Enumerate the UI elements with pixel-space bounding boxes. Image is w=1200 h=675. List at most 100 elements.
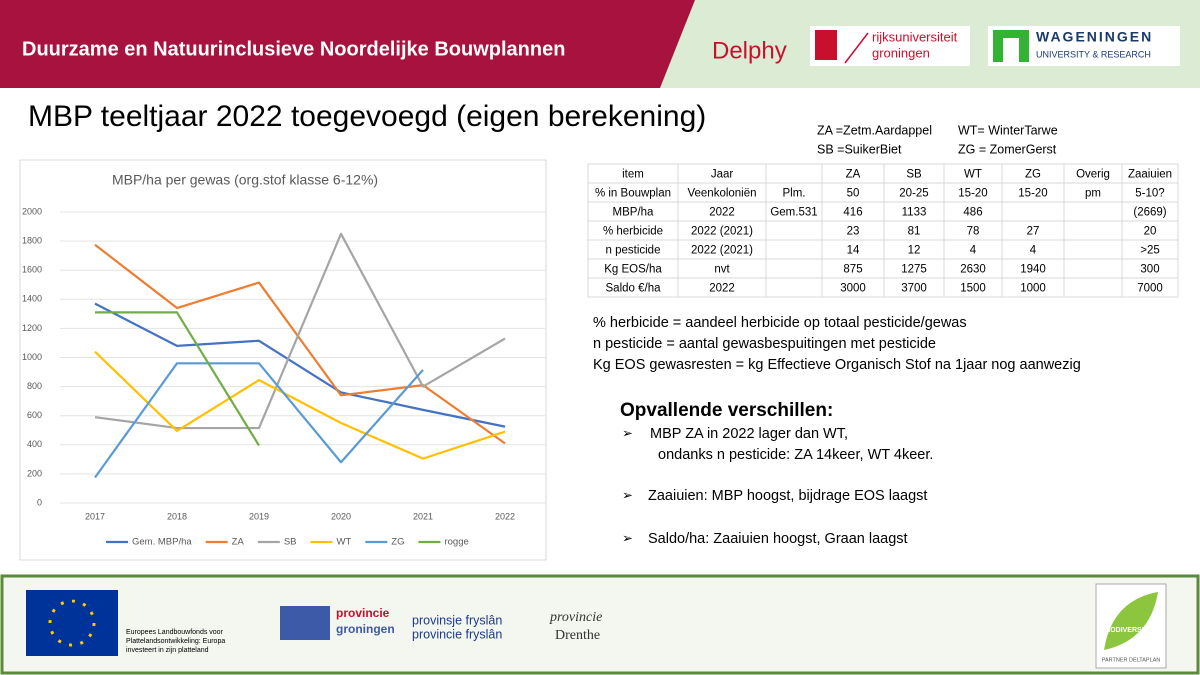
- y-tick-label: 1400: [22, 294, 42, 304]
- series-line: [94, 350, 506, 460]
- eu-text: Europees Landbouwfonds voor: [126, 629, 224, 636]
- table-text: 1000: [1020, 283, 1046, 295]
- table-cell: [1121, 277, 1179, 298]
- logo-rug-crest: [815, 30, 837, 60]
- highlights-heading: Opvallende verschillen:: [620, 400, 833, 421]
- abbreviation: WT= WinterTarwe: [958, 123, 1058, 137]
- table-text: n pesticide: [606, 245, 661, 257]
- abbreviation: SB =SuikerBiet: [817, 142, 902, 156]
- x-tick-label: 2019: [249, 511, 269, 521]
- table-cell: [765, 258, 823, 279]
- deltaplan-leaf: [1104, 592, 1158, 650]
- table-cell: [765, 163, 823, 184]
- table-text: (2669): [1133, 207, 1166, 219]
- table-text: WT: [964, 169, 982, 181]
- table-text: 416: [843, 207, 862, 219]
- table-text: SB: [906, 169, 922, 181]
- eu-text: investeert in zijn platteland: [126, 647, 209, 654]
- logo-rug-text: rijksuniversiteit: [872, 29, 958, 44]
- table-text: 2022 (2021): [691, 226, 753, 238]
- table-cell: [1063, 258, 1123, 279]
- x-tick-label: 2017: [85, 511, 105, 521]
- table-text: 1940: [1020, 264, 1046, 276]
- note: % herbicide = aandeel herbicide op totaa…: [593, 315, 967, 331]
- highlight: MBP ZA in 2022 lager dan WT,: [650, 426, 848, 442]
- eu-stars: [48, 599, 96, 647]
- eu-text: Plattelandsontwikkeling: Europa: [126, 638, 225, 645]
- table-cell: [1001, 201, 1065, 222]
- legend-label: Gem. MBP/ha: [132, 537, 192, 548]
- table-text: 2630: [960, 264, 986, 276]
- table-text: Kg EOS/ha: [604, 264, 662, 276]
- table-cell: [1063, 239, 1123, 260]
- y-tick-label: 400: [27, 439, 42, 449]
- y-tick-label: 1000: [22, 352, 42, 362]
- logo-wur-text: WAGENINGEN: [1036, 29, 1153, 45]
- table-text: Zaaiuien: [1128, 169, 1172, 181]
- footer: [0, 574, 1200, 675]
- series-line: [94, 302, 506, 428]
- y-tick-label: 600: [27, 410, 42, 420]
- province: groningen: [336, 622, 395, 636]
- table-text: 4: [970, 245, 977, 257]
- table-text: 15-20: [1018, 188, 1047, 200]
- table-text: 78: [967, 226, 980, 238]
- table-text: 3000: [840, 283, 866, 295]
- table-text: 875: [843, 264, 862, 276]
- y-tick-label: 1800: [22, 235, 42, 245]
- header-band: [0, 0, 695, 88]
- note: n pesticide = aantal gewasbespuitingen m…: [593, 336, 936, 352]
- province: Drenthe: [555, 628, 600, 643]
- table-text: 27: [1027, 226, 1040, 238]
- table-text: Gem.531: [770, 207, 817, 219]
- table-text: 1275: [901, 264, 927, 276]
- logo-wur-text: UNIVERSITY & RESEARCH: [1036, 49, 1151, 59]
- table-text: % in Bouwplan: [595, 188, 671, 200]
- logo-wur-mark: [1003, 38, 1019, 62]
- highlight: Zaaiuien: MBP hoogst, bijdrage EOS laags…: [648, 488, 927, 504]
- y-tick-label: 800: [27, 381, 42, 391]
- x-tick-label: 2022: [495, 511, 515, 521]
- bullet: ➢: [622, 425, 633, 440]
- table-text: 1133: [902, 207, 927, 219]
- highlight: Saldo/ha: Zaaiuien hoogst, Graan laagst: [648, 531, 908, 547]
- table-text: Overig: [1076, 169, 1110, 181]
- chart-title: MBP/ha per gewas (org.stof klasse 6-12%): [112, 172, 378, 188]
- abbreviation: ZG = ZomerGerst: [958, 142, 1057, 156]
- legend-label: rogge: [444, 537, 468, 548]
- series-line: [94, 232, 506, 430]
- table-text: 23: [847, 226, 860, 238]
- highlight: ondanks n pesticide: ZA 14keer, WT 4keer…: [658, 447, 933, 463]
- table-text: item: [622, 169, 644, 181]
- table-text: ZA: [846, 169, 861, 181]
- logo-delphy: Delphy: [712, 37, 787, 64]
- logo-rug-text: groningen: [872, 45, 930, 60]
- table-cell: [765, 239, 823, 260]
- table-cell: [765, 277, 823, 298]
- eu-flag: [26, 590, 118, 656]
- table-text: 15-20: [958, 188, 987, 200]
- table-text: 3700: [901, 283, 927, 295]
- table-text: 300: [1140, 264, 1159, 276]
- legend-label: ZG: [391, 537, 404, 548]
- deltaplan-text: BIODIVERSITEIT: [1103, 627, 1159, 634]
- bullet: ➢: [622, 487, 633, 502]
- y-tick-label: 1200: [22, 323, 42, 333]
- series-line: [95, 311, 260, 447]
- table-text: 2022: [709, 207, 735, 219]
- slide-title: MBP teeltjaar 2022 toegevoegd (eigen ber…: [28, 100, 706, 133]
- province: provincie fryslân: [412, 627, 502, 641]
- legend-label: WT: [337, 537, 352, 548]
- province: provincie: [336, 606, 390, 620]
- table-cell: [1063, 201, 1123, 222]
- chart-frame: [19, 159, 547, 561]
- table-text: ZG: [1025, 169, 1041, 181]
- y-tick-label: 0: [37, 497, 42, 507]
- legend-label: SB: [284, 537, 297, 548]
- table-text: pm: [1085, 188, 1101, 200]
- table-text: 5-10?: [1135, 188, 1164, 200]
- table-text: 1500: [960, 283, 986, 295]
- table-text: Plm.: [783, 188, 806, 200]
- table-text: >25: [1140, 245, 1160, 257]
